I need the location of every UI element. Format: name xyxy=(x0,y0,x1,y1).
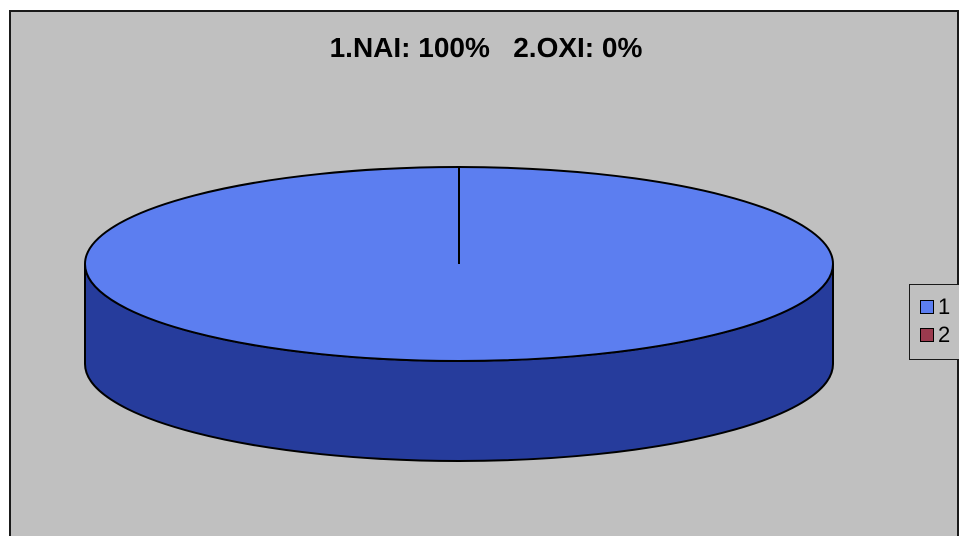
legend-item-2: 2 xyxy=(920,323,950,347)
legend-label-1: 1 xyxy=(938,294,951,319)
chart-title: 1.NAI: 100% 2.OXI: 0% xyxy=(329,32,643,63)
legend-swatch-1 xyxy=(920,300,934,314)
legend-swatch-2 xyxy=(920,328,934,342)
pie-chart xyxy=(84,166,834,462)
legend-item-1: 1 xyxy=(920,295,950,319)
legend-label-2: 2 xyxy=(938,322,951,347)
chart-legend: 1 2 xyxy=(909,284,959,360)
chart-area: 1.NAI: 100% 2.OXI: 0% 1 2 xyxy=(9,10,959,536)
